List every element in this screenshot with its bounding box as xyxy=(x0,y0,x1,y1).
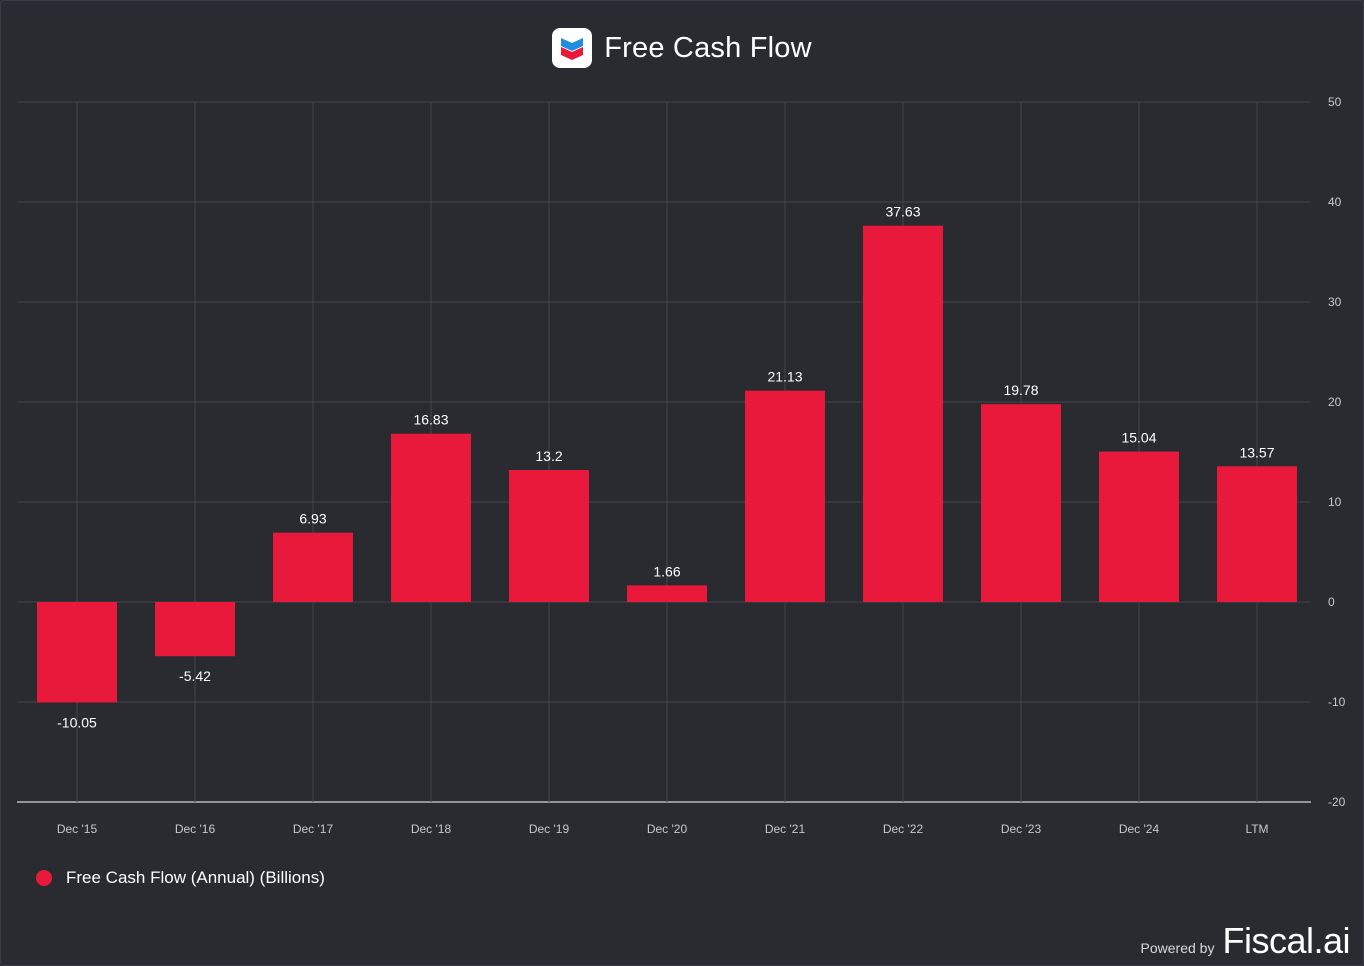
chevron-logo-icon xyxy=(552,28,593,68)
grid-layer xyxy=(17,101,1311,803)
y-tick-label: 0 xyxy=(1328,595,1335,609)
bar-1 xyxy=(155,602,235,657)
y-tick-label: 10 xyxy=(1328,495,1342,509)
y-tick-label: -10 xyxy=(1328,695,1346,709)
y-tick-label: 50 xyxy=(1328,95,1342,109)
data-label: 16.83 xyxy=(413,412,448,428)
data-label: 21.13 xyxy=(767,369,802,385)
data-label: -5.42 xyxy=(179,668,211,684)
data-label: -10.05 xyxy=(57,715,97,731)
y-tick-label: 30 xyxy=(1328,295,1342,309)
bar-5 xyxy=(627,585,707,602)
bar-10 xyxy=(1217,466,1297,602)
bar-7 xyxy=(863,225,943,602)
x-tick-label: Dec '24 xyxy=(1119,822,1160,836)
bar-0 xyxy=(37,602,117,703)
brand-logo: Fiscal.ai xyxy=(1222,920,1350,961)
data-label: 19.78 xyxy=(1003,382,1038,398)
x-tick-label: Dec '23 xyxy=(1001,822,1042,836)
chart-title: Free Cash Flow xyxy=(604,31,812,64)
x-tick-label: Dec '19 xyxy=(529,822,570,836)
x-tick-label: Dec '22 xyxy=(883,822,924,836)
bar-8 xyxy=(981,404,1061,602)
y-tick-label: -20 xyxy=(1328,795,1346,809)
bar-layer xyxy=(37,225,1297,703)
x-tick-label: Dec '16 xyxy=(175,822,216,836)
chart-header: Free Cash Flow xyxy=(0,28,1364,68)
legend-label: Free Cash Flow (Annual) (Billions) xyxy=(66,868,325,887)
bar-9 xyxy=(1099,451,1179,602)
powered-by-label: Powered by xyxy=(1140,940,1215,956)
y-tick-label: 40 xyxy=(1328,195,1342,209)
x-tick-label: Dec '18 xyxy=(411,822,452,836)
legend-marker xyxy=(36,870,52,886)
bar-2 xyxy=(273,532,353,602)
data-label: 15.04 xyxy=(1121,430,1156,446)
x-tick-label: Dec '20 xyxy=(647,822,688,836)
powered-by[interactable]: Powered by Fiscal.ai xyxy=(1140,920,1351,962)
x-tick-label: Dec '17 xyxy=(293,822,334,836)
data-label: 37.63 xyxy=(885,204,920,220)
label-layer: -20 -10 0 10 20 30 40 50 -10.05 Dec '15 -5.42 Dec '… xyxy=(57,95,1346,836)
legend[interactable]: Free Cash Flow (Annual) (Billions) xyxy=(36,868,325,888)
data-label: 6.93 xyxy=(299,511,326,527)
bar-6 xyxy=(745,390,825,602)
data-label: 1.66 xyxy=(653,563,680,579)
y-tick-label: 20 xyxy=(1328,395,1342,409)
bar-3 xyxy=(391,433,471,602)
data-label: 13.57 xyxy=(1239,444,1274,460)
bar-4 xyxy=(509,470,589,602)
data-label: 13.2 xyxy=(535,448,562,464)
x-tick-label: LTM xyxy=(1245,822,1268,836)
x-tick-label: Dec '15 xyxy=(57,822,98,836)
x-tick-label: Dec '21 xyxy=(765,822,806,836)
